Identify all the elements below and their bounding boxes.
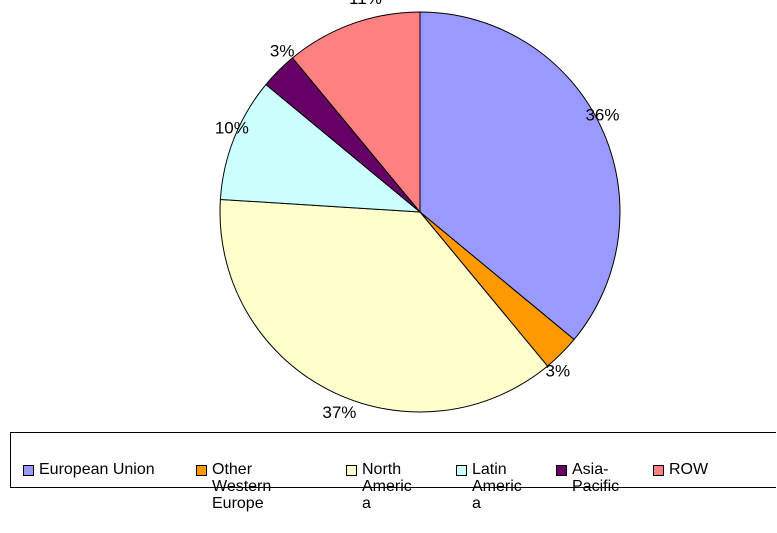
pie-slice (219, 198, 549, 413)
legend-swatch (456, 465, 467, 476)
pie-slice (291, 11, 421, 214)
data-label: 3% (270, 42, 295, 61)
legend-label: Other Western Europe (212, 461, 272, 512)
legend-swatch (653, 465, 664, 476)
legend-label: North America (362, 461, 412, 512)
legend-label: Latin America (472, 461, 522, 512)
legend-label: Asia-Pacific (572, 461, 620, 495)
legend-label: ROW (669, 461, 709, 478)
data-label: 36% (585, 105, 619, 124)
legend-swatch (23, 465, 34, 476)
data-label: 10% (215, 118, 249, 137)
pie-slice (219, 83, 422, 213)
legend-swatch (196, 465, 207, 476)
data-label: 11% (349, 0, 382, 8)
legend-swatch (346, 465, 357, 476)
legend-swatch (556, 465, 567, 476)
pie-slice (419, 11, 621, 341)
legend: European Union Other Western Europe North … (10, 432, 776, 512)
data-label: 3% (546, 361, 571, 380)
data-label: 37% (322, 403, 356, 422)
chart: 36% 3% 37% 10% 3% 11% (215, 0, 621, 422)
legend-label: European Union (39, 461, 155, 478)
